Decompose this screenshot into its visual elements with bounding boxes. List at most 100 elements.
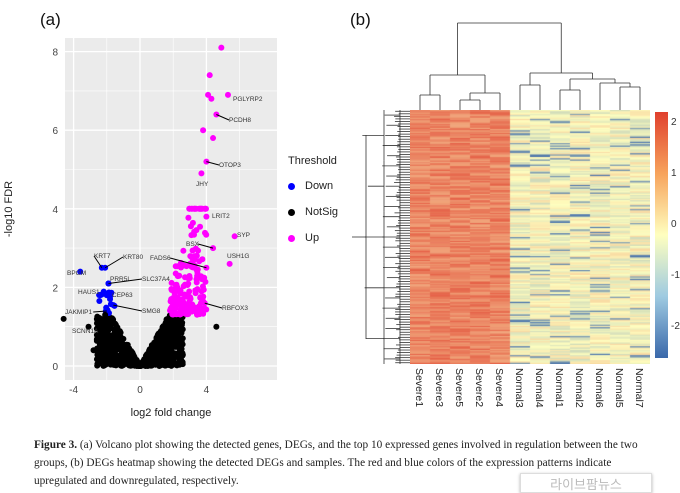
point-notsig	[93, 337, 100, 344]
y-tick-label: 8	[52, 48, 58, 59]
point-notsig	[109, 347, 116, 354]
y-tick-label: 0	[52, 362, 58, 373]
point-notsig	[115, 342, 122, 349]
label-leader-line	[113, 304, 143, 312]
point-up	[185, 292, 192, 299]
label-leader-line	[170, 257, 207, 269]
point-up	[188, 254, 195, 261]
gene-label: PRR5L	[110, 276, 131, 283]
column-label: Normal2	[573, 368, 585, 408]
colorbar-tick: 0	[671, 219, 677, 230]
gene-label: SYP	[237, 232, 250, 239]
point	[200, 127, 207, 134]
point	[90, 347, 97, 354]
point	[85, 323, 92, 330]
watermark-logo: 라이브팜뉴스	[520, 473, 652, 493]
column-label: Normal1	[553, 368, 565, 408]
colorbar-tick: 1	[671, 168, 677, 179]
gene-label: CEP63	[112, 292, 133, 299]
point-down	[96, 298, 103, 305]
gene-label: BPGM	[67, 270, 86, 277]
point-notsig	[174, 336, 181, 343]
figure-caption: Figure 3. (a) Volcano plot showing the d…	[34, 436, 664, 490]
label-leader-line	[93, 310, 107, 313]
gene-label: KRT7	[94, 253, 111, 260]
point-up	[169, 311, 176, 318]
point-up	[196, 258, 203, 265]
panel-b-label: (b)	[350, 10, 371, 29]
point	[205, 91, 212, 98]
point-notsig	[107, 341, 114, 348]
gene-label: JAKMIP1	[65, 309, 92, 316]
point-notsig	[165, 327, 172, 334]
legend-item-down: Down	[288, 173, 338, 199]
point-notsig	[155, 330, 162, 337]
point-notsig	[118, 362, 125, 369]
point-up	[189, 301, 196, 308]
point-notsig	[128, 360, 135, 367]
colorbar-tick: 2	[671, 117, 677, 128]
point-notsig	[179, 335, 186, 342]
point-cep63	[103, 292, 110, 299]
legend-label: NotSig	[305, 206, 339, 218]
point-notsig	[175, 321, 182, 328]
point-notsig	[94, 317, 101, 324]
point-notsig	[112, 351, 119, 358]
gene-label: SMG8	[142, 308, 161, 315]
column-label: Normal5	[613, 368, 625, 408]
gene-label: PCDH8	[229, 117, 251, 124]
point-up	[185, 280, 192, 287]
gene-label: FADS6	[150, 255, 171, 262]
point-notsig	[171, 328, 178, 335]
point-up	[193, 279, 200, 286]
legend-item-notsig: NotSig	[288, 199, 338, 225]
gene-label: BSX	[186, 241, 200, 248]
point-up	[174, 284, 181, 291]
y-axis-label: -log10 FDR	[3, 181, 15, 237]
y-tick-label: 2	[52, 283, 58, 294]
point-up	[172, 263, 179, 270]
colorbar-tick: -2	[671, 321, 680, 332]
point-up	[171, 304, 178, 311]
gene-label: SLC37A4	[142, 276, 170, 283]
point-pglyrp2	[224, 91, 231, 98]
caption-text: (a) Volcano plot showing the detected ge…	[34, 439, 638, 487]
point-up	[192, 290, 199, 297]
point-haus1	[97, 292, 104, 299]
point-up	[180, 262, 187, 269]
point-notsig	[126, 348, 133, 355]
point-lrit2	[203, 213, 210, 220]
point-notsig	[139, 360, 146, 367]
label-leader-line	[93, 255, 103, 269]
point-notsig	[99, 338, 106, 345]
point-notsig	[146, 357, 153, 364]
gene-label: USH1G	[227, 253, 249, 260]
point-up	[198, 288, 205, 295]
point-up	[168, 296, 175, 303]
point-up	[203, 231, 210, 238]
point	[210, 135, 217, 142]
point-notsig	[122, 358, 129, 365]
point-up	[193, 227, 200, 234]
legend-dot	[288, 234, 295, 242]
legend: Threshold Down NotSig Up	[288, 155, 338, 251]
point	[213, 323, 220, 330]
point-notsig	[149, 342, 156, 349]
point-up	[180, 247, 187, 254]
legend-title: Threshold	[288, 155, 337, 167]
point-notsig	[99, 327, 106, 334]
point-notsig	[164, 350, 171, 357]
gene-label: KRT80	[123, 254, 143, 261]
gene-label: RBFOX3	[222, 305, 248, 312]
point-up	[185, 275, 192, 282]
gene-label: JHY	[196, 181, 209, 188]
colorbar-tick: -1	[671, 270, 680, 281]
point-notsig	[131, 355, 138, 362]
point	[206, 72, 213, 79]
point-up	[202, 205, 209, 212]
legend-dot	[288, 182, 295, 190]
point-notsig	[112, 338, 119, 345]
gene-label: HAUS1	[78, 289, 100, 296]
label-leader-line	[216, 114, 230, 121]
point-up	[189, 219, 196, 226]
